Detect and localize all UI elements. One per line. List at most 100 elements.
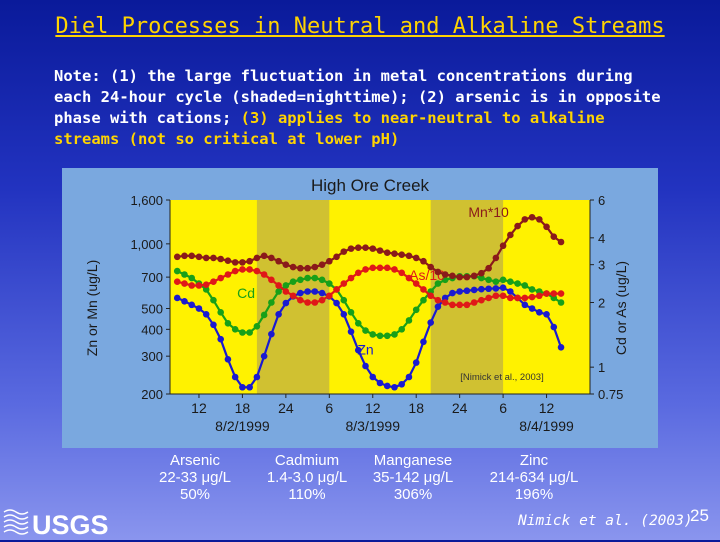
data-point: [173, 253, 181, 261]
series-label: Zn: [357, 342, 373, 358]
x-axis-tick-label: 18: [235, 400, 251, 416]
data-point: [347, 274, 355, 282]
data-point: [405, 252, 413, 260]
data-point: [282, 282, 290, 289]
data-point: [224, 356, 232, 363]
data-point: [282, 299, 290, 307]
data-point: [492, 292, 500, 300]
data-point: [340, 248, 348, 255]
data-point: [485, 264, 492, 272]
usgs-wave-icon: [3, 509, 29, 535]
data-point: [239, 266, 246, 273]
data-point: [383, 332, 391, 340]
data-point: [311, 263, 319, 271]
data-point: [398, 380, 406, 388]
data-point: [427, 319, 434, 326]
chart-citation: [Nimick et al., 2003]: [460, 372, 543, 383]
data-point: [543, 310, 550, 318]
left-axis-tick-label: 500: [141, 302, 163, 317]
data-point: [412, 254, 420, 262]
data-point: [333, 253, 340, 261]
data-point: [405, 373, 413, 381]
data-point: [289, 278, 297, 285]
data-point: [420, 286, 427, 293]
data-point: [340, 310, 348, 318]
data-point: [195, 282, 203, 289]
data-point: [253, 373, 261, 381]
data-point: [499, 242, 507, 250]
data-point: [297, 296, 304, 304]
stat-percent: 50%: [179, 486, 211, 503]
data-point: [239, 259, 246, 266]
data-point: [297, 264, 304, 272]
data-point: [260, 252, 268, 260]
note-text-white: Note: (1) the large fluctuation in metal…: [54, 67, 661, 127]
data-point: [383, 264, 391, 272]
data-point: [354, 320, 362, 327]
data-point: [362, 362, 369, 370]
right-axis-tick-label: 1: [598, 360, 605, 375]
data-point: [514, 222, 521, 230]
data-point: [311, 299, 319, 306]
data-point: [528, 293, 536, 301]
data-point: [231, 326, 239, 333]
data-point: [412, 306, 420, 314]
data-point: [528, 286, 536, 293]
data-point: [181, 271, 188, 278]
data-point: [217, 309, 224, 316]
data-point: [210, 321, 217, 329]
data-point: [224, 257, 232, 264]
left-axis-tick-label: 1,000: [130, 237, 163, 252]
data-point: [304, 299, 311, 306]
data-point: [507, 294, 514, 302]
data-point: [478, 274, 485, 282]
x-axis-date-label: 8/3/1999: [346, 418, 401, 434]
data-point: [492, 254, 500, 262]
stat-manganese: Manganese 35-142 μg/L 306%: [358, 452, 468, 503]
data-point: [354, 346, 362, 354]
data-point: [318, 276, 326, 284]
data-point: [369, 331, 377, 338]
data-point: [456, 288, 463, 295]
data-point: [340, 280, 348, 287]
data-point: [398, 326, 406, 333]
data-point: [499, 284, 507, 291]
data-point: [304, 264, 311, 272]
data-point: [202, 281, 210, 289]
data-point: [441, 271, 449, 278]
data-point: [528, 305, 536, 312]
data-point: [478, 296, 485, 304]
stat-name: Arsenic: [169, 452, 221, 469]
data-point: [463, 273, 471, 281]
x-axis-tick-label: 6: [499, 400, 507, 416]
data-point: [246, 383, 253, 391]
data-point: [557, 343, 565, 351]
data-point: [528, 213, 536, 221]
data-point: [376, 247, 384, 254]
page-number: 25: [690, 506, 709, 525]
stat-range: 22-33 μg/L: [158, 469, 232, 486]
data-point: [188, 274, 196, 282]
data-point: [514, 294, 521, 302]
data-point: [463, 287, 471, 295]
data-point: [318, 289, 326, 297]
data-point: [354, 244, 362, 251]
data-point: [181, 298, 188, 305]
data-point: [391, 331, 398, 338]
data-point: [173, 294, 181, 302]
data-point: [521, 282, 529, 289]
data-point: [376, 379, 384, 387]
data-point: [383, 382, 391, 390]
x-axis-tick-label: 6: [325, 400, 333, 416]
data-point: [420, 296, 427, 304]
data-point: [217, 255, 224, 263]
data-point: [434, 296, 442, 304]
data-point: [412, 359, 420, 366]
stats-summary: Arsenic 22-33 μg/L 50% Cadmium 1.4-3.0 μ…: [140, 452, 600, 504]
data-point: [202, 310, 210, 318]
data-point: [492, 278, 500, 285]
data-point: [376, 332, 384, 340]
x-axis-date-label: 8/4/1999: [519, 418, 574, 434]
data-point: [347, 245, 355, 252]
data-point: [297, 289, 304, 297]
